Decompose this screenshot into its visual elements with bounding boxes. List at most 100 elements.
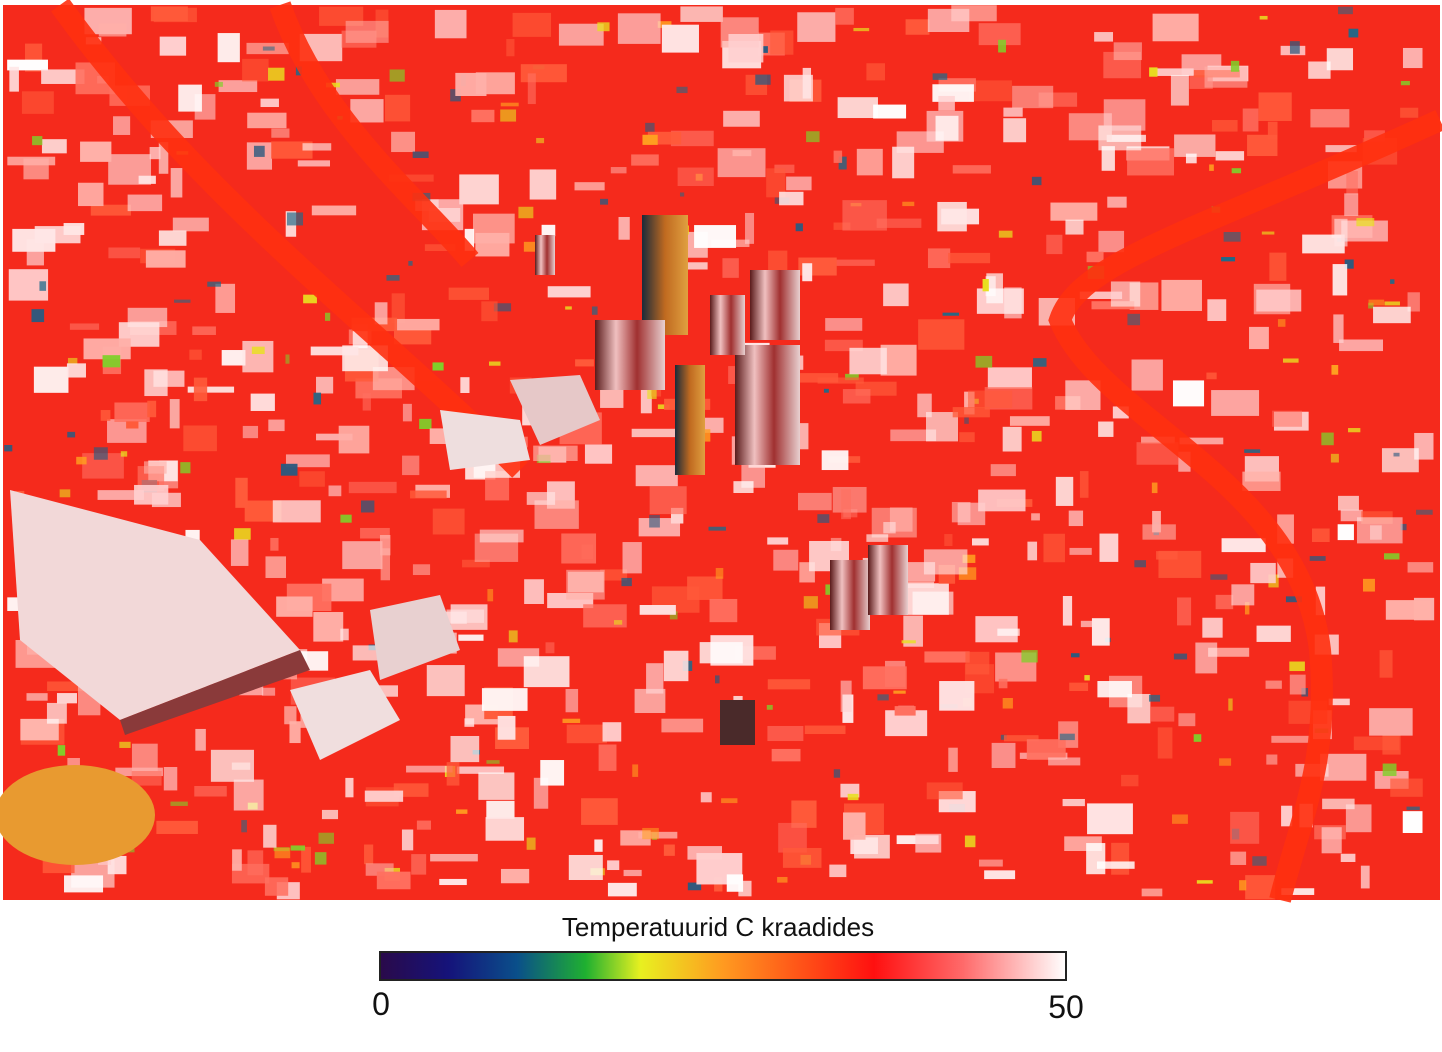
- texture-block: [1230, 851, 1247, 865]
- texture-block: [1310, 109, 1350, 128]
- texture-block: [325, 312, 331, 321]
- texture-block: [250, 393, 275, 411]
- texture-block: [1244, 449, 1261, 453]
- texture-block: [617, 13, 661, 44]
- texture-block: [46, 702, 67, 724]
- texture-block: [1230, 60, 1240, 72]
- texture-block: [1208, 647, 1250, 657]
- texture-block: [631, 154, 659, 166]
- texture-block: [575, 359, 594, 367]
- texture-block: [558, 23, 604, 46]
- texture-block: [242, 58, 269, 82]
- texture-block: [265, 556, 287, 578]
- texture-block: [876, 218, 922, 228]
- texture-block: [268, 67, 285, 81]
- texture-block: [529, 169, 557, 200]
- texture-block: [1172, 380, 1205, 407]
- texture-block: [180, 462, 191, 474]
- texture-block: [434, 9, 467, 39]
- highway: [269, 1, 479, 268]
- texture-block: [1207, 299, 1227, 321]
- texture-block: [479, 529, 524, 543]
- texture-block: [533, 445, 578, 462]
- texture-block: [178, 84, 202, 112]
- colorbar-max-label: 50: [1048, 989, 1084, 1025]
- texture-block: [234, 528, 251, 540]
- texture-block: [193, 377, 208, 402]
- texture-block: [66, 363, 86, 378]
- texture-block: [149, 146, 161, 160]
- texture-block: [389, 69, 405, 82]
- texture-block: [260, 98, 279, 108]
- texture-block: [1091, 618, 1110, 646]
- texture-block: [1009, 416, 1050, 426]
- texture-block: [114, 402, 150, 422]
- texture-block: [313, 392, 322, 405]
- texture-block: [411, 854, 427, 875]
- texture-block: [823, 388, 829, 393]
- texture-block: [1231, 168, 1242, 174]
- texture-block: [402, 455, 420, 476]
- texture-block: [701, 429, 711, 442]
- texture-block: [412, 151, 429, 158]
- texture-block: [32, 136, 43, 146]
- texture-block: [1161, 279, 1202, 311]
- texture-block: [271, 128, 290, 138]
- texture-block: [565, 306, 572, 310]
- texture-block: [766, 704, 773, 710]
- texture-block: [1021, 650, 1038, 663]
- texture-block: [1368, 299, 1385, 306]
- tower: [535, 235, 555, 275]
- texture-block: [1149, 67, 1158, 77]
- texture-block: [952, 407, 990, 418]
- texture-block: [138, 175, 156, 184]
- texture-block: [1261, 231, 1275, 235]
- texture-block: [565, 688, 579, 713]
- texture-block: [119, 741, 131, 748]
- texture-block: [362, 393, 371, 411]
- texture-block: [952, 165, 991, 174]
- texture-block: [1033, 358, 1047, 367]
- texture-block: [523, 656, 570, 688]
- texture-block: [1356, 517, 1403, 544]
- texture-block: [631, 428, 677, 438]
- tower: [830, 560, 870, 630]
- building: [290, 670, 400, 760]
- texture-block: [845, 373, 859, 381]
- texture-block: [471, 109, 495, 123]
- texture-block: [127, 194, 163, 212]
- texture-block: [478, 772, 515, 800]
- texture-block: [581, 798, 618, 825]
- texture-block: [1345, 804, 1372, 833]
- texture-block: [1407, 562, 1434, 573]
- texture-block: [464, 228, 475, 251]
- texture-block: [1393, 452, 1400, 457]
- highway: [1048, 109, 1442, 903]
- texture-block: [500, 109, 517, 122]
- texture-block: [1338, 495, 1359, 511]
- texture-block: [497, 715, 516, 740]
- texture-block: [1341, 220, 1388, 242]
- texture-block: [622, 542, 642, 574]
- texture-block: [144, 369, 168, 397]
- texture-block: [890, 429, 937, 442]
- texture-block: [932, 73, 948, 80]
- texture-block: [527, 73, 536, 105]
- texture-block: [782, 847, 822, 868]
- texture-block: [321, 809, 339, 820]
- texture-block: [806, 131, 820, 143]
- texture-block: [485, 817, 525, 841]
- texture-block: [299, 471, 325, 487]
- texture-block: [189, 349, 202, 360]
- texture-block: [677, 167, 714, 186]
- texture-block: [873, 104, 907, 119]
- texture-block: [284, 706, 297, 725]
- texture-block: [107, 855, 127, 875]
- texture-block: [802, 67, 812, 99]
- texture-block: [804, 725, 846, 735]
- texture-block: [314, 852, 327, 865]
- texture-block: [233, 779, 264, 811]
- texture-block: [253, 145, 265, 157]
- texture-block: [1098, 421, 1114, 437]
- texture-block: [1003, 118, 1027, 143]
